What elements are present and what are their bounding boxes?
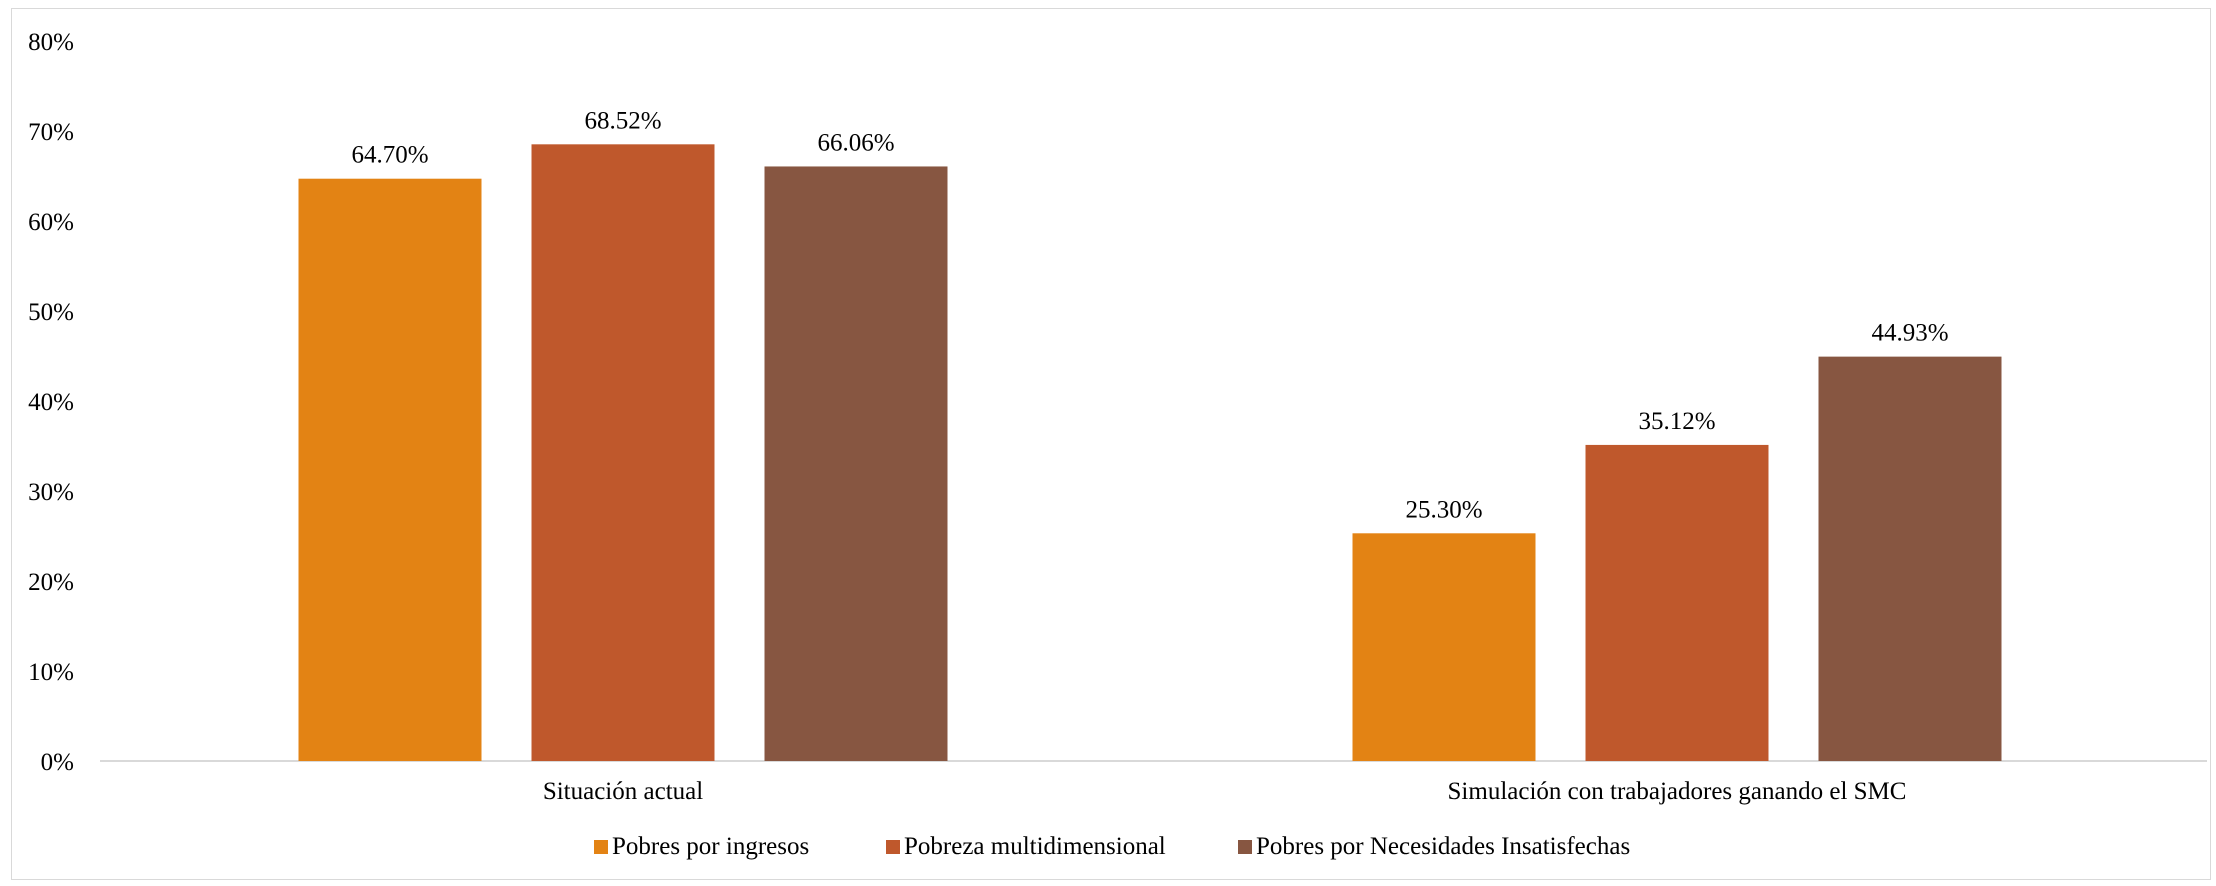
- bar: [298, 178, 482, 761]
- legend-item: Pobres por ingresos: [594, 833, 809, 860]
- category-label: Simulación con trabajadores ganando el S…: [1448, 778, 1907, 805]
- chart-frame: 0% 10% 20% 30% 40% 50% 60% 70% 80% 64.70% 68.52% 6…: [11, 8, 2211, 880]
- bar-chart: 0%10%20%30%40%50%60%70%80% 64.70%68.52%6…: [28, 29, 2207, 860]
- data-label: 35.12%: [1638, 408, 1715, 435]
- data-label: 44.93%: [1871, 320, 1948, 347]
- bars-group: [298, 144, 2002, 761]
- data-label: 64.70%: [351, 142, 428, 169]
- bar: [1818, 356, 2002, 761]
- bar: [1585, 444, 1769, 761]
- bar: [764, 166, 948, 761]
- legend-label: Pobres por ingresos: [612, 833, 809, 860]
- bar: [1352, 533, 1536, 761]
- y-tick-label: 80%: [28, 29, 74, 56]
- y-tick-label: 60%: [28, 209, 74, 236]
- legend-label: Pobres por Necesidades Insatisfechas: [1256, 833, 1630, 860]
- y-axis-ticks: 0% 10% 20% 30% 40% 50% 60% 70% 80%: [28, 29, 74, 776]
- legend-label: Pobreza multidimensional: [904, 833, 1166, 860]
- legend-item: Pobres por Necesidades Insatisfechas: [1238, 833, 1630, 860]
- y-tick-label: 70%: [28, 119, 74, 146]
- y-tick-label: 50%: [28, 299, 74, 326]
- legend-swatch: [594, 840, 608, 854]
- data-label: 25.30%: [1405, 496, 1482, 523]
- bar: [531, 144, 715, 761]
- data-label: 68.52%: [584, 107, 661, 134]
- y-tick-label: 0%: [41, 749, 74, 776]
- category-labels-group: Situación actual Simulación con trabajado…: [543, 778, 1907, 805]
- legend-item: Pobreza multidimensional: [886, 833, 1166, 860]
- data-label: 66.06%: [817, 129, 894, 156]
- y-tick-label: 10%: [28, 659, 74, 686]
- y-tick-label: 40%: [28, 389, 74, 416]
- data-labels-group: 64.70% 68.52% 66.06% 25.30% 35.12% 44.93%: [351, 107, 1948, 523]
- y-tick-label: 30%: [28, 479, 74, 506]
- legend-swatch: [1238, 840, 1252, 854]
- category-label: Situación actual: [543, 778, 703, 805]
- legend-swatch: [886, 840, 900, 854]
- legend: Pobres por ingresos Pobreza multidimensio…: [594, 833, 1630, 860]
- y-tick-label: 20%: [28, 569, 74, 596]
